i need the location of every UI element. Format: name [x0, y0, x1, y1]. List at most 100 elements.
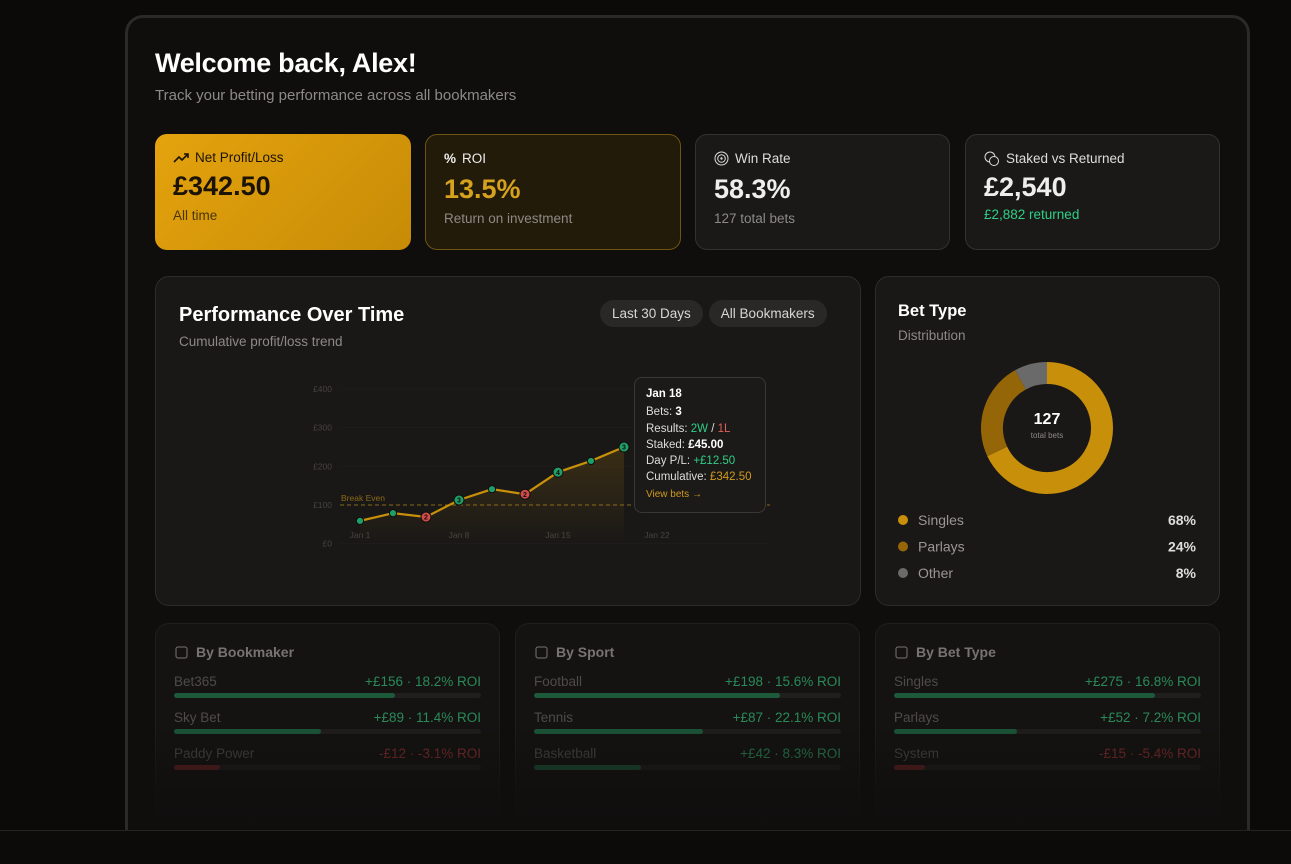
legend-value: 24% [1168, 539, 1197, 555]
card-title: By Bet Type [894, 644, 1201, 660]
data-point [519, 488, 531, 500]
value: / [711, 422, 715, 435]
icon [895, 646, 908, 658]
data-point [586, 456, 596, 466]
label: Cumulative: [646, 471, 707, 484]
legend-label: Parlays [918, 539, 965, 555]
value: 3 [675, 406, 682, 419]
panel-title: Performance Over Time [179, 304, 405, 326]
panel-subtitle: Distribution [898, 328, 966, 343]
stat-label: ROI [462, 151, 487, 166]
y-tick-label: £100 [313, 500, 332, 510]
stat-card[interactable]: % ROI 13.5% Return on investment [425, 134, 681, 250]
break-even-label: Break Even [341, 493, 385, 503]
data-point [388, 509, 398, 518]
data-point [355, 516, 365, 525]
filters: Last 30 Days All Bookmakers [594, 300, 827, 327]
point-label: 3 [457, 498, 461, 505]
label: Day P/L: [646, 455, 691, 468]
stat-card[interactable]: Win Rate 58.3% 127 total bets [695, 134, 950, 250]
icon [535, 646, 548, 658]
stat-label: Win Rate [735, 151, 791, 166]
label: Results: [646, 422, 688, 435]
fade-overlay [128, 720, 1244, 835]
value: 2W [690, 422, 708, 435]
tooltip-date: Jan 18 [646, 388, 682, 400]
stat-card[interactable]: Staked vs Returned £2,540 £2,882 returne… [965, 134, 1220, 250]
x-tick-label: Jan 22 [644, 530, 670, 540]
tooltip-row: Results: 2W / 1L [646, 421, 754, 437]
tooltip-row: Bets: 3 [646, 404, 754, 420]
value: £342.50 [709, 471, 752, 484]
tooltip-row: Day P/L: +£12.50 [646, 453, 754, 469]
stat-note: All time [173, 208, 218, 223]
icon [173, 152, 189, 163]
legend-label: Singles [918, 512, 964, 528]
value: £45.00 [688, 438, 724, 451]
stat-value: £342.50 [173, 171, 271, 201]
row-name: Bet365 [174, 674, 217, 689]
bar-fill [894, 693, 1155, 698]
legend-value: 68% [1168, 512, 1197, 528]
stat-value: 13.5% [444, 174, 521, 204]
data-point [552, 466, 564, 478]
data-point [453, 494, 465, 506]
y-tick-label: £300 [313, 423, 332, 433]
legend-value: 8% [1176, 565, 1197, 581]
breakdown-row[interactable]: Singles +£275 · 16.8% ROI [894, 674, 1201, 698]
stat-card[interactable]: Net Profit/Loss £342.50 All time [155, 134, 411, 250]
filter-button[interactable]: Last 30 Days [600, 300, 703, 327]
legend-swatch [898, 568, 908, 578]
row-summary: +£156 · 18.2% ROI [365, 674, 481, 689]
stat-note: 127 total bets [714, 211, 796, 226]
stat-value: 58.3% [714, 174, 791, 204]
view-bets-link[interactable]: View bets → [646, 488, 702, 500]
y-tick-label: £200 [313, 461, 332, 471]
stat-label: Staked vs Returned [1006, 151, 1125, 166]
donut-segment [981, 370, 1027, 457]
label: Bets: [646, 406, 673, 419]
value: +£12.50 [693, 455, 736, 468]
legend-swatch [898, 541, 908, 552]
row-summary: +£275 · 16.8% ROI [1085, 674, 1201, 689]
donut-segment [1015, 362, 1048, 390]
bar-fill [174, 693, 396, 698]
bar-track [174, 693, 481, 698]
filter-button[interactable]: All Bookmakers [708, 300, 827, 327]
tooltip: Jan 18 Bets: 3 Results: 2W / 1L Staked: … [634, 377, 766, 513]
breakdown-row[interactable]: Bet365 +£156 · 18.2% ROI [174, 674, 481, 698]
tooltip-row: Staked: £45.00 [646, 437, 754, 453]
card-title-text: By Bet Type [916, 644, 996, 660]
point-label: 2 [523, 492, 527, 499]
tooltip-row: Cumulative: £342.50 [646, 469, 754, 485]
data-point [618, 441, 630, 453]
bar-track [894, 693, 1201, 698]
welcome-subtitle: Track your betting performance across al… [155, 87, 517, 104]
donut-segment [987, 362, 1113, 494]
stat-note: Return on investment [444, 211, 573, 226]
bar-fill [534, 693, 780, 698]
stat-label: Net Profit/Loss [195, 150, 284, 165]
card-title-text: By Bookmaker [196, 644, 295, 660]
point-label: 4 [556, 470, 560, 477]
bar-track [534, 693, 841, 698]
label: Staked: [646, 438, 685, 451]
legend-swatch [898, 515, 908, 525]
welcome-title: Welcome back, Alex! [155, 48, 417, 78]
breakdown-row[interactable]: Football +£198 · 15.6% ROI [534, 674, 841, 698]
stat-value: £2,540 [984, 172, 1067, 202]
panel-subtitle: Cumulative profit/loss trend [179, 334, 343, 349]
card-title-text: By Sport [556, 644, 615, 660]
data-point [420, 511, 432, 523]
row-name: Singles [894, 674, 939, 689]
y-tick-label: £400 [313, 384, 332, 394]
y-tick-label: £0 [323, 539, 333, 549]
icon: % [444, 151, 457, 166]
footer-bar [0, 830, 1291, 864]
icon [714, 151, 729, 166]
row-name: Football [534, 674, 583, 689]
donut-total-label: total bets [1031, 431, 1063, 440]
area [360, 447, 624, 544]
